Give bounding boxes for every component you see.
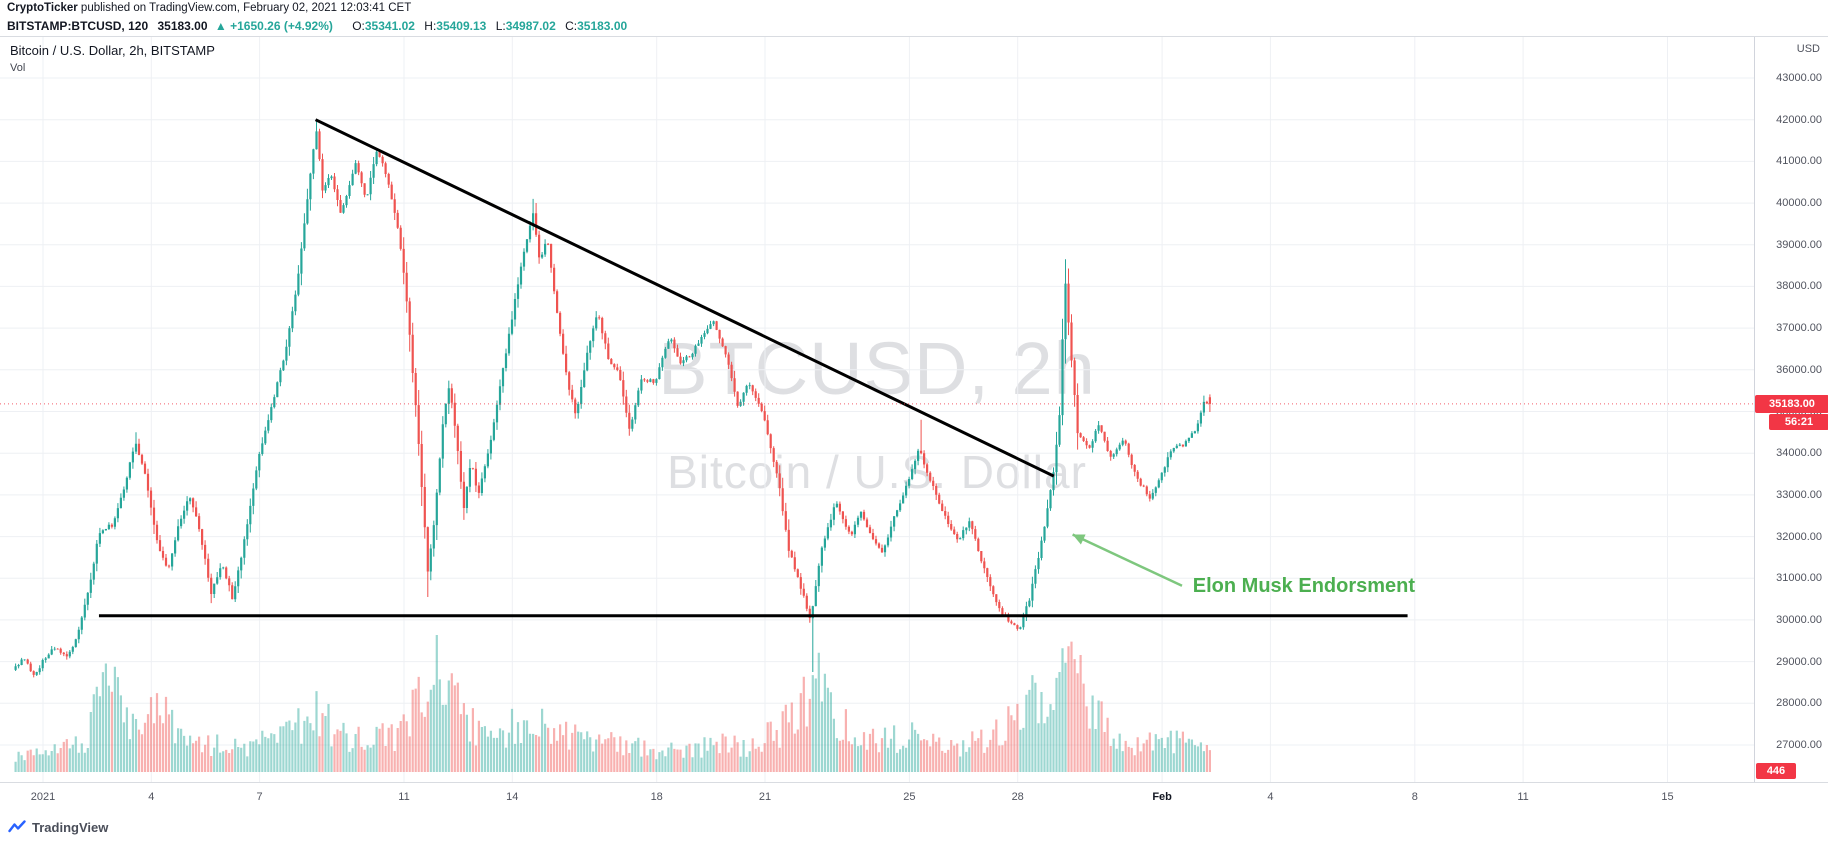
price-tick-label: 38000.00 bbox=[1776, 280, 1822, 293]
price-chart[interactable] bbox=[0, 37, 1754, 782]
annotation-arrow-line[interactable] bbox=[1072, 533, 1183, 587]
price-tick-label: 41000.00 bbox=[1776, 155, 1822, 168]
time-tick-label: 4 bbox=[148, 791, 155, 803]
high-value: 35409.13 bbox=[436, 19, 487, 33]
close-value: 35183.00 bbox=[577, 19, 628, 33]
volume-value-badge: 446 bbox=[1756, 763, 1796, 779]
symbol-info-bar: BITSTAMP:BTCUSD, 120 35183.00 ▲ +1650.26… bbox=[0, 17, 1828, 36]
price-tick-label: 40000.00 bbox=[1776, 197, 1822, 210]
legend-title[interactable]: Bitcoin / U.S. Dollar, 2h, BITSTAMP bbox=[10, 43, 215, 58]
time-tick-label: 7 bbox=[256, 791, 263, 803]
time-tick-label: 21 bbox=[758, 791, 772, 803]
volume-bars-down bbox=[26, 641, 1212, 772]
candle-bodies-up bbox=[14, 131, 1205, 675]
time-tick-label: 14 bbox=[506, 791, 519, 803]
price-tick-label: 37000.00 bbox=[1776, 322, 1822, 335]
price-tick-label: 29000.00 bbox=[1776, 655, 1822, 668]
symbol-name[interactable]: BITSTAMP:BTCUSD, 120 bbox=[7, 19, 149, 33]
time-tick-label: Feb bbox=[1152, 791, 1172, 803]
time-tick-label: 4 bbox=[1267, 791, 1274, 803]
change-value: +1650.26 (+4.92%) bbox=[230, 19, 333, 33]
bar-countdown-badge: 56:21 bbox=[1769, 413, 1828, 430]
price-tick-label: 33000.00 bbox=[1776, 488, 1822, 501]
open-label: O: bbox=[352, 19, 365, 33]
last-price: 35183.00 bbox=[157, 19, 208, 33]
time-tick-label: 11 bbox=[1517, 791, 1529, 803]
publish-text: published on TradingView.com, February 0… bbox=[77, 2, 412, 14]
volume-bars-up bbox=[14, 635, 1205, 772]
price-tick-label: 27000.00 bbox=[1776, 739, 1822, 751]
chart-legend: Bitcoin / U.S. Dollar, 2h, BITSTAMP Vol bbox=[10, 43, 215, 74]
time-tick-label: 15 bbox=[1661, 791, 1674, 803]
time-tick-label: 8 bbox=[1411, 791, 1418, 803]
up-arrow-icon: ▲ bbox=[214, 19, 227, 33]
price-tick-label: 30000.00 bbox=[1776, 613, 1822, 626]
publish-bar: CryptoTicker published on TradingView.co… bbox=[0, 0, 1828, 17]
volume-indicator-label[interactable]: Vol bbox=[10, 62, 26, 74]
trendline[interactable] bbox=[314, 118, 1055, 478]
price-tick-label: 32000.00 bbox=[1776, 530, 1822, 543]
grid-lines bbox=[0, 37, 1754, 782]
price-tick-label: 43000.00 bbox=[1776, 72, 1822, 84]
annotation-arrowhead bbox=[1072, 534, 1086, 545]
time-tick-label: 25 bbox=[903, 791, 916, 803]
tradingview-logo[interactable] bbox=[8, 819, 26, 835]
price-tick-label: 28000.00 bbox=[1776, 697, 1822, 710]
open-value: 35341.02 bbox=[364, 19, 415, 33]
low-label: L: bbox=[495, 19, 506, 33]
time-tick-label: 2021 bbox=[30, 791, 56, 803]
publish-author: CryptoTicker bbox=[7, 2, 78, 14]
close-label: C: bbox=[565, 19, 578, 33]
low-value: 34987.02 bbox=[505, 19, 556, 33]
time-tick-label: 11 bbox=[398, 791, 410, 803]
high-label: H: bbox=[424, 19, 437, 33]
price-change: ▲ +1650.26 (+4.92%) bbox=[215, 19, 333, 33]
brand-name[interactable]: TradingView bbox=[32, 819, 109, 835]
price-tick-label: 34000.00 bbox=[1776, 447, 1822, 460]
price-tick-label: 31000.00 bbox=[1776, 572, 1822, 585]
price-tick-label: 39000.00 bbox=[1776, 238, 1822, 251]
time-scale[interactable]: 2021 4 7 11 14 18 21 25 28 Feb 4 8 11 15 bbox=[0, 782, 1828, 813]
currency-unit-label: USD bbox=[1796, 43, 1820, 55]
price-tick-label: 36000.00 bbox=[1776, 363, 1822, 376]
footer: TradingView bbox=[0, 812, 1828, 841]
time-tick-label: 28 bbox=[1011, 791, 1024, 803]
current-price-badge: 35183.00 bbox=[1755, 394, 1828, 413]
price-scale[interactable]: USD 35183.00 56:21 446 27000.00 28000.00 2… bbox=[1754, 37, 1828, 782]
chart-widget: BTCUSD, 2h Bitcoin / U.S. Dollar Bitcoin… bbox=[0, 36, 1828, 813]
time-tick-label: 18 bbox=[650, 791, 663, 803]
annotation-text[interactable]: Elon Musk Endorsment bbox=[1192, 574, 1416, 597]
price-tick-label: 42000.00 bbox=[1776, 113, 1822, 126]
